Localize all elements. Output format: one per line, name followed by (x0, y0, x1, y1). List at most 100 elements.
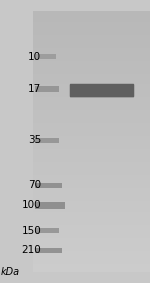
FancyBboxPatch shape (34, 138, 58, 143)
FancyBboxPatch shape (33, 74, 150, 76)
FancyBboxPatch shape (33, 121, 150, 123)
FancyBboxPatch shape (33, 84, 150, 87)
Text: 35: 35 (28, 135, 41, 145)
FancyBboxPatch shape (33, 225, 150, 228)
FancyBboxPatch shape (33, 79, 150, 82)
FancyBboxPatch shape (33, 105, 150, 108)
FancyBboxPatch shape (33, 50, 150, 53)
FancyBboxPatch shape (33, 186, 150, 188)
FancyBboxPatch shape (33, 181, 150, 183)
FancyBboxPatch shape (33, 136, 150, 139)
FancyBboxPatch shape (33, 14, 150, 16)
FancyBboxPatch shape (33, 241, 150, 243)
FancyBboxPatch shape (33, 162, 150, 165)
FancyBboxPatch shape (33, 246, 150, 248)
FancyBboxPatch shape (33, 217, 150, 220)
FancyBboxPatch shape (33, 19, 150, 22)
FancyBboxPatch shape (33, 175, 150, 178)
FancyBboxPatch shape (33, 212, 150, 215)
FancyBboxPatch shape (33, 123, 150, 126)
FancyBboxPatch shape (33, 76, 150, 79)
FancyBboxPatch shape (34, 201, 64, 209)
FancyBboxPatch shape (33, 228, 150, 230)
Text: 10: 10 (28, 52, 41, 62)
FancyBboxPatch shape (33, 102, 150, 105)
FancyBboxPatch shape (33, 29, 150, 32)
FancyBboxPatch shape (33, 82, 150, 84)
FancyBboxPatch shape (33, 196, 150, 199)
FancyBboxPatch shape (33, 16, 150, 19)
Text: 150: 150 (21, 226, 41, 236)
FancyBboxPatch shape (33, 142, 150, 144)
FancyBboxPatch shape (33, 45, 150, 48)
FancyBboxPatch shape (33, 128, 150, 131)
Text: 70: 70 (28, 180, 41, 190)
FancyBboxPatch shape (33, 204, 150, 207)
FancyBboxPatch shape (33, 157, 150, 160)
Text: 210: 210 (21, 245, 41, 256)
FancyBboxPatch shape (33, 191, 150, 194)
FancyBboxPatch shape (33, 89, 150, 92)
FancyBboxPatch shape (33, 108, 150, 110)
FancyBboxPatch shape (33, 71, 150, 74)
FancyBboxPatch shape (33, 32, 150, 35)
FancyBboxPatch shape (33, 170, 150, 173)
FancyBboxPatch shape (33, 22, 150, 24)
FancyBboxPatch shape (33, 269, 150, 272)
FancyBboxPatch shape (33, 27, 150, 29)
FancyBboxPatch shape (33, 63, 150, 66)
FancyBboxPatch shape (33, 254, 150, 256)
FancyBboxPatch shape (33, 209, 150, 212)
FancyBboxPatch shape (33, 168, 150, 170)
FancyBboxPatch shape (33, 35, 150, 37)
FancyBboxPatch shape (33, 100, 150, 102)
Text: 100: 100 (22, 200, 41, 210)
FancyBboxPatch shape (33, 178, 150, 181)
FancyBboxPatch shape (33, 183, 150, 186)
FancyBboxPatch shape (33, 155, 150, 157)
FancyBboxPatch shape (34, 248, 62, 253)
FancyBboxPatch shape (33, 264, 150, 267)
FancyBboxPatch shape (33, 222, 150, 225)
FancyBboxPatch shape (33, 48, 150, 50)
FancyBboxPatch shape (33, 160, 150, 162)
FancyBboxPatch shape (33, 243, 150, 246)
FancyBboxPatch shape (33, 42, 150, 45)
FancyBboxPatch shape (33, 68, 150, 71)
FancyBboxPatch shape (33, 149, 150, 152)
FancyBboxPatch shape (33, 238, 150, 241)
Text: kDa: kDa (1, 267, 20, 277)
FancyBboxPatch shape (33, 118, 150, 121)
FancyBboxPatch shape (33, 87, 150, 89)
FancyBboxPatch shape (33, 11, 150, 14)
FancyBboxPatch shape (34, 54, 56, 59)
FancyBboxPatch shape (33, 24, 150, 27)
FancyBboxPatch shape (33, 110, 150, 113)
FancyBboxPatch shape (33, 173, 150, 175)
FancyBboxPatch shape (33, 194, 150, 196)
FancyBboxPatch shape (33, 134, 150, 136)
FancyBboxPatch shape (33, 251, 150, 254)
FancyBboxPatch shape (33, 139, 150, 142)
FancyBboxPatch shape (33, 126, 150, 128)
FancyBboxPatch shape (34, 228, 58, 233)
FancyBboxPatch shape (33, 220, 150, 222)
FancyBboxPatch shape (33, 131, 150, 134)
FancyBboxPatch shape (33, 261, 150, 264)
FancyBboxPatch shape (34, 183, 62, 188)
FancyBboxPatch shape (33, 144, 150, 147)
FancyBboxPatch shape (33, 188, 150, 191)
FancyBboxPatch shape (33, 233, 150, 235)
FancyBboxPatch shape (33, 248, 150, 251)
FancyBboxPatch shape (33, 259, 150, 261)
FancyBboxPatch shape (33, 152, 150, 155)
FancyBboxPatch shape (33, 97, 150, 100)
FancyBboxPatch shape (33, 256, 150, 259)
FancyBboxPatch shape (33, 37, 150, 40)
FancyBboxPatch shape (33, 40, 150, 42)
FancyBboxPatch shape (33, 61, 150, 63)
FancyBboxPatch shape (33, 215, 150, 217)
FancyBboxPatch shape (33, 147, 150, 149)
FancyBboxPatch shape (33, 199, 150, 201)
FancyBboxPatch shape (34, 86, 58, 92)
